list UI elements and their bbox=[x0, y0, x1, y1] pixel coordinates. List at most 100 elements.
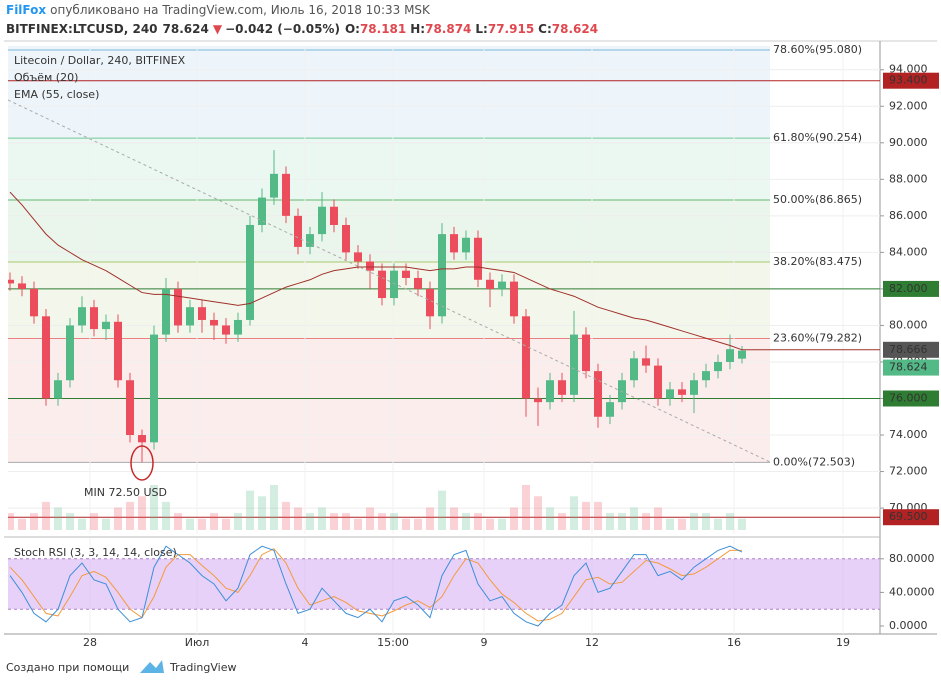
volume-bar bbox=[198, 518, 206, 530]
price: 78.624 bbox=[163, 22, 209, 36]
volume-bar bbox=[666, 518, 674, 530]
stoch-y-tick-label: 40.0000 bbox=[889, 585, 935, 598]
tv-logo bbox=[140, 660, 164, 673]
candle-body bbox=[642, 358, 650, 366]
volume-bar bbox=[714, 518, 722, 530]
volume-bar bbox=[138, 496, 146, 530]
level-tag-label: 82.000 bbox=[889, 282, 928, 295]
volume-bar bbox=[78, 518, 86, 530]
fib-label: 38.20%(83.475) bbox=[773, 255, 862, 268]
volume-bar bbox=[738, 518, 746, 530]
candle-body bbox=[726, 349, 734, 362]
candle-body bbox=[510, 281, 518, 317]
candle-body bbox=[438, 234, 446, 317]
candle-body bbox=[582, 334, 590, 372]
candle-body bbox=[426, 288, 434, 317]
candle-body bbox=[474, 237, 482, 280]
candle-body bbox=[414, 277, 422, 289]
x-tick-label: 19 bbox=[836, 636, 850, 649]
x-tick-label: Июл bbox=[185, 636, 210, 649]
fib-label: 23.60%(79.282) bbox=[773, 332, 862, 345]
candle-body bbox=[702, 371, 710, 381]
volume-bar bbox=[330, 513, 338, 530]
level-tag bbox=[883, 72, 939, 89]
volume-bar bbox=[606, 513, 614, 530]
trend-line bbox=[7, 99, 771, 463]
candle-body bbox=[234, 319, 242, 335]
candle-body bbox=[570, 334, 578, 395]
main-pane bbox=[8, 46, 880, 534]
stoch-y-tick-label: 80.0000 bbox=[889, 552, 935, 565]
volume-bar bbox=[222, 518, 230, 530]
volume-bar bbox=[246, 490, 254, 530]
level-tag bbox=[883, 280, 939, 297]
footer-text: Создано при помощи bbox=[6, 661, 129, 674]
close-tag bbox=[883, 359, 939, 376]
y-tick-label: 94.000 bbox=[889, 63, 928, 76]
volume-bar bbox=[354, 518, 362, 530]
candle-body bbox=[294, 215, 302, 247]
candle-body bbox=[78, 307, 86, 326]
volume-bar bbox=[678, 518, 686, 530]
candle-body bbox=[186, 307, 194, 326]
volume-bar bbox=[174, 513, 182, 530]
candle-body bbox=[162, 288, 170, 335]
ema-tag bbox=[883, 341, 939, 358]
candle-body bbox=[366, 261, 374, 271]
arrow: ▼ bbox=[213, 22, 223, 36]
volume-bar bbox=[162, 501, 170, 530]
volume-bar bbox=[234, 513, 242, 530]
change: −0.042 (−0.05%) bbox=[225, 22, 340, 36]
l-val: 77.915 bbox=[488, 22, 534, 36]
volume-bar bbox=[690, 513, 698, 530]
header-line: FilFox опубликовано на TradingView.com, И… bbox=[6, 3, 431, 17]
y-tick-label: 72.000 bbox=[889, 465, 928, 478]
fib-zone bbox=[8, 261, 770, 339]
stoch-d-line bbox=[9, 548, 742, 622]
candle-body bbox=[8, 279, 14, 284]
candle-body bbox=[90, 307, 98, 330]
candle-body bbox=[678, 389, 686, 395]
volume-bar bbox=[102, 518, 110, 530]
volume-bar bbox=[114, 507, 122, 530]
volume-bar bbox=[66, 513, 74, 530]
volume-bar bbox=[570, 496, 578, 530]
volume-bar bbox=[462, 513, 470, 530]
candle-body bbox=[114, 321, 122, 381]
candle-body bbox=[318, 206, 326, 235]
volume-bar bbox=[642, 513, 650, 530]
candle-body bbox=[354, 252, 362, 262]
candle-body bbox=[486, 279, 494, 289]
candle-body bbox=[378, 270, 386, 299]
fib-zone bbox=[8, 338, 770, 463]
fib-zone bbox=[8, 200, 770, 262]
annotation: MIN 72.50 USD bbox=[84, 486, 167, 499]
volume-bar bbox=[474, 513, 482, 530]
candle-body bbox=[150, 334, 158, 443]
legend-ema: EMA (55, close) bbox=[14, 88, 99, 101]
candle-body bbox=[606, 402, 614, 417]
candle-body bbox=[738, 350, 746, 359]
published: опубликовано на TradingView.com, Июль 16… bbox=[50, 3, 431, 17]
candle-body bbox=[462, 237, 470, 253]
candle-body bbox=[18, 283, 26, 289]
legend-title: Litecoin / Dollar, 240, BITFINEX bbox=[14, 54, 186, 67]
author: FilFox bbox=[6, 3, 46, 17]
candle-body bbox=[270, 173, 278, 198]
volume-bar bbox=[270, 485, 278, 530]
y-tick-label: 90.000 bbox=[889, 136, 928, 149]
candle-body bbox=[630, 358, 638, 381]
volume-bar bbox=[126, 501, 134, 530]
x-tick-label: 4 bbox=[302, 636, 309, 649]
volume-bar bbox=[390, 513, 398, 530]
o-key: O: bbox=[345, 22, 360, 36]
footer-brand[interactable]: TradingView bbox=[169, 661, 236, 674]
x-tick-label: 16 bbox=[727, 636, 741, 649]
x-tick-label: 15:00 bbox=[377, 636, 409, 649]
h-key: H: bbox=[410, 22, 425, 36]
min-circle bbox=[130, 445, 154, 481]
volume-bar bbox=[450, 507, 458, 530]
level-tag-label: 93.400 bbox=[889, 74, 928, 87]
candle-body bbox=[42, 316, 50, 399]
